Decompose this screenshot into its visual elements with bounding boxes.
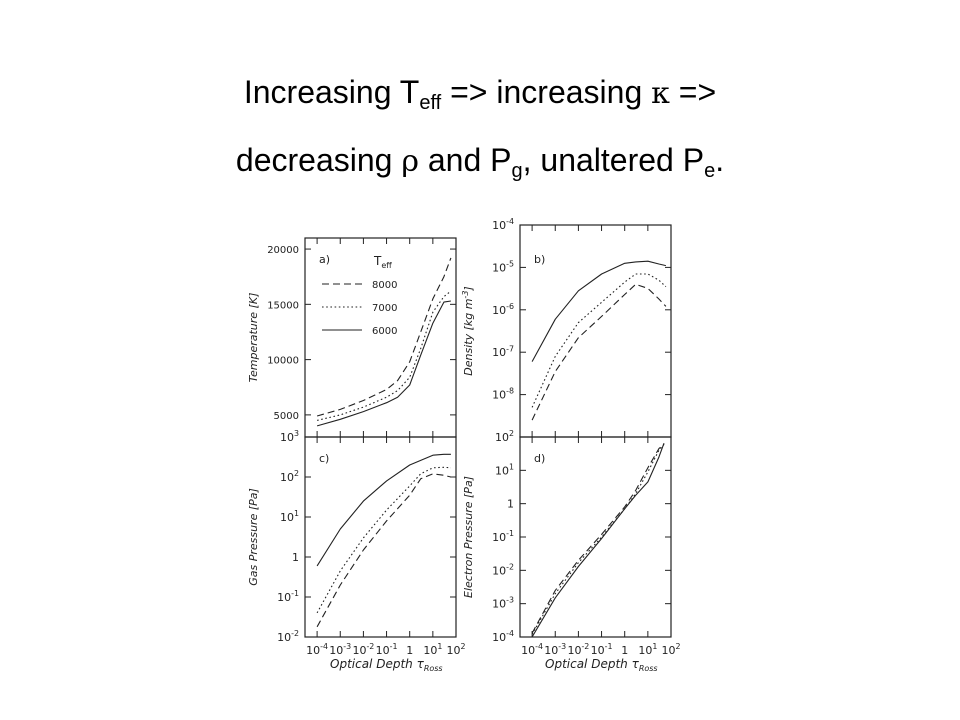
legend-label-8000: 8000 <box>372 280 397 291</box>
y-tick-label: 102 <box>495 429 514 444</box>
legend: Teff 8000 7000 6000 <box>322 254 397 337</box>
title-line1-sub: eff <box>419 92 442 114</box>
x-tick-label: 10-3 <box>544 642 566 657</box>
y-tick-label: 101 <box>495 462 514 477</box>
title-line2-prefix: decreasing <box>235 142 402 178</box>
series-line-8000 <box>531 443 665 634</box>
x-tick-label: 10-2 <box>567 642 589 657</box>
y-tick-label: 10-2 <box>492 562 514 577</box>
x-tick-label: 101 <box>638 642 657 657</box>
panel-frame <box>304 436 457 638</box>
y-axis-label: Gas Pressure [Pa] <box>247 488 260 586</box>
x-axis-title: Optical Depth τRoss <box>545 657 658 673</box>
y-tick-label: 10-1 <box>277 589 299 604</box>
title-kappa-symbol: κ <box>651 76 670 111</box>
y-tick-label: 1 <box>292 551 299 564</box>
series-line-6000 <box>316 300 451 427</box>
x-tick-label: 102 <box>661 642 680 657</box>
slide-title-line-1: Increasing Teff => increasing κ => <box>0 72 960 114</box>
series-line-6000 <box>531 260 667 362</box>
panel-label: d) <box>534 452 545 465</box>
y-tick-label: 103 <box>280 429 299 444</box>
series-line-8000 <box>316 257 452 417</box>
y-tick-label: 10-1 <box>492 529 514 544</box>
title-line1-middle: => increasing <box>441 74 652 110</box>
slide-title-line-2: decreasing ρ and Pg, unaltered Pe. <box>0 140 960 182</box>
y-tick-label: 15000 <box>267 300 299 311</box>
series-line-8000 <box>316 473 452 628</box>
x-tick-label: 10-4 <box>306 642 328 657</box>
panel-label: c) <box>319 452 329 465</box>
chart-panel-1: 5000 10000 15000 20000 a) Temperature [K] <box>247 237 457 438</box>
x-tick-label: 10-3 <box>329 642 351 657</box>
y-tick-label: 20000 <box>267 245 299 256</box>
y-tick-label: 10-6 <box>492 302 514 317</box>
y-tick-label: 101 <box>280 509 299 524</box>
x-tick-label: 10-1 <box>591 642 613 657</box>
x-tick-label: 10-2 <box>352 642 374 657</box>
y-tick-label: 10-4 <box>492 629 514 644</box>
x-tick-label: 1 <box>406 644 413 657</box>
y-tick-label: 10-8 <box>492 387 514 402</box>
title-line2-middle2: , unaltered P <box>522 142 705 178</box>
title-line2-suffix: . <box>715 142 725 178</box>
y-axis-label: Electron Pressure [Pa] <box>462 476 475 598</box>
y-tick-label: 102 <box>280 469 299 484</box>
legend-label-7000: 7000 <box>372 303 397 314</box>
series-line-6000 <box>531 443 665 638</box>
legend-title: Teff <box>373 254 392 270</box>
y-tick-label: 10-5 <box>492 259 514 274</box>
title-rho-symbol: ρ <box>401 144 419 179</box>
series-line-8000 <box>531 283 667 421</box>
x-tick-label: 10-4 <box>521 642 543 657</box>
title-line2-sub-e: e <box>704 160 716 182</box>
legend-label-6000: 6000 <box>372 326 397 337</box>
series-line-7000 <box>316 466 451 614</box>
x-tick-label: 10-1 <box>376 642 398 657</box>
x-tick-label: 101 <box>423 642 442 657</box>
series-line-6000 <box>316 453 451 567</box>
x-tick-label: 1 <box>621 644 628 657</box>
title-line2-sub-g: g <box>511 160 523 182</box>
y-tick-label: 10-7 <box>492 344 514 359</box>
y-tick-label: 10-2 <box>277 629 299 644</box>
title-line1-suffix: => <box>669 74 717 110</box>
y-tick-label: 1 <box>507 498 514 511</box>
y-tick-label: 10-4 <box>492 217 514 232</box>
y-tick-label: 10-3 <box>492 596 514 611</box>
series-line-7000 <box>531 273 667 408</box>
y-tick-label: 5000 <box>274 411 299 422</box>
series-line-7000 <box>531 444 665 635</box>
chart-panel-2: 10-4 10-5 10-6 10-7 10-8 b) Density [kg m-3] <box>461 217 672 438</box>
y-tick-label: 10000 <box>267 356 299 367</box>
y-axis-label: Temperature [K] <box>247 293 260 383</box>
title-line1-prefix: Increasing T <box>243 74 420 110</box>
x-axis-title: Optical Depth τRoss <box>330 657 443 673</box>
y-axis-label: Density [kg m-3] <box>461 286 475 375</box>
title-line2-middle: and P <box>418 142 512 178</box>
panel-label: a) <box>319 253 330 266</box>
panel-label: b) <box>534 253 545 266</box>
x-tick-label: 102 <box>446 642 465 657</box>
